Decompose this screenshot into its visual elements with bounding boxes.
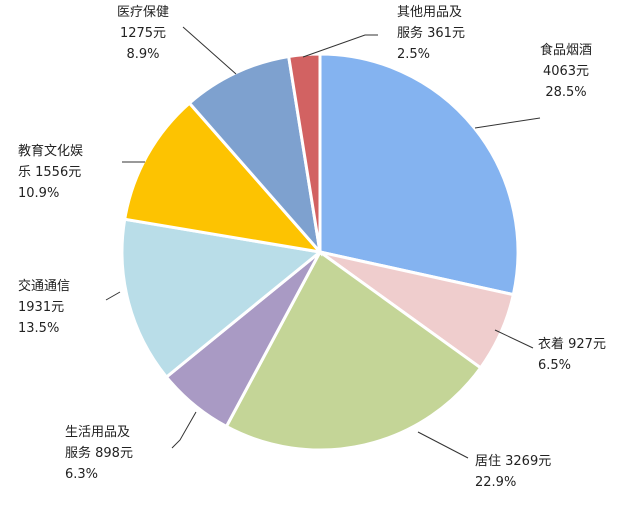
slice-label-line: 教育文化娱 bbox=[18, 143, 83, 159]
slice-label-line: 生活用品及 bbox=[65, 425, 130, 440]
slice-label-6: 医疗保健 1275元 8.9% bbox=[117, 5, 169, 62]
slice-label-4: 交通通信 1931元 13.5% bbox=[18, 278, 70, 336]
pie-slice-5 bbox=[123, 101, 324, 255]
leader-line-6 bbox=[182, 26, 237, 75]
slice-label-line: 13.5% bbox=[18, 321, 59, 336]
pie-slice-4 bbox=[120, 217, 324, 380]
leader-line-7 bbox=[302, 34, 378, 58]
leader-line-4 bbox=[105, 291, 121, 301]
slice-label-line: 乐 1556元 bbox=[18, 165, 81, 180]
slice-label-line: 1275元 bbox=[120, 26, 166, 41]
slice-label-line: 衣着 927元 bbox=[538, 336, 606, 352]
slice-label-line: 6.5% bbox=[538, 358, 571, 373]
slice-label-line: 食品烟酒 bbox=[540, 42, 592, 58]
pie-slice-6 bbox=[187, 54, 323, 257]
slice-label-line: 其他用品及 bbox=[397, 5, 462, 20]
pie-slice-7 bbox=[286, 52, 322, 253]
slice-label-line: 22.9% bbox=[475, 475, 516, 490]
slice-label-1: 衣着 927元 6.5% bbox=[538, 336, 606, 373]
slice-label-line: 居住 3269元 bbox=[475, 454, 551, 469]
slice-label-line: 服务 361元 bbox=[397, 25, 465, 41]
leader-line-3 bbox=[171, 411, 197, 449]
slice-label-line: 10.9% bbox=[18, 186, 59, 201]
slice-label-line: 8.9% bbox=[126, 47, 159, 62]
slice-label-2: 居住 3269元 22.9% bbox=[475, 454, 551, 490]
slice-label-3: 生活用品及服务 898元 6.3% bbox=[65, 425, 133, 482]
slice-label-line: 医疗保健 bbox=[117, 5, 169, 20]
pie-slice-2 bbox=[224, 249, 483, 452]
slice-label-line: 28.5% bbox=[545, 85, 586, 100]
slice-label-line: 2.5% bbox=[397, 47, 430, 62]
pie-slice-0 bbox=[318, 52, 520, 297]
leader-line-0 bbox=[474, 117, 541, 129]
slice-label-line: 交通通信 bbox=[18, 278, 70, 294]
slice-label-line: 服务 898元 bbox=[65, 445, 133, 461]
leader-line-1 bbox=[494, 329, 534, 349]
slice-label-7: 其他用品及服务 361元 2.5% bbox=[397, 5, 465, 62]
slice-label-0: 食品烟酒 4063元 28.5% bbox=[540, 42, 592, 100]
slice-label-line: 6.3% bbox=[65, 467, 98, 482]
slice-label-line: 4063元 bbox=[543, 64, 589, 79]
slice-label-5: 教育文化娱乐 1556元 10.9% bbox=[18, 143, 83, 201]
slice-label-line: 1931元 bbox=[18, 300, 64, 315]
leader-line-2 bbox=[417, 431, 469, 459]
